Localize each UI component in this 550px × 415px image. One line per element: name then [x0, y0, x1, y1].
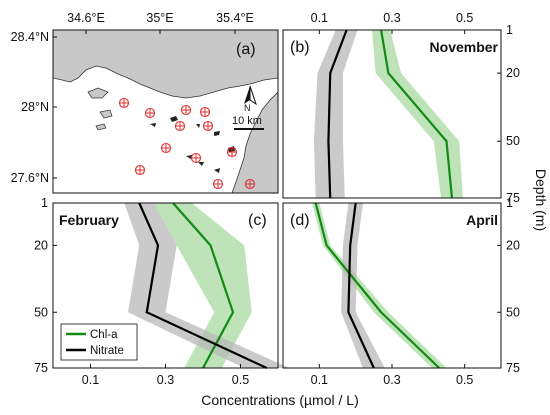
- x-tick-label: 0.1: [311, 11, 328, 25]
- panel-title: April: [466, 212, 498, 228]
- depth-tick-label: 20: [34, 238, 48, 252]
- legend-chl-label: Chl-a: [90, 329, 118, 341]
- chl-line: [172, 202, 235, 369]
- depth-tick-label: 1: [506, 196, 513, 210]
- lon-tick: 34.6°E: [67, 11, 105, 25]
- station-marker-icon: [190, 152, 202, 164]
- map-reef: [150, 123, 156, 127]
- panel-title: November: [430, 39, 499, 55]
- station-marker-icon: [226, 146, 238, 158]
- nitrate-band: [313, 30, 358, 198]
- x-tick-label: 0.3: [157, 373, 174, 387]
- legend-box: [60, 323, 138, 361]
- map-reef: [214, 131, 220, 136]
- lon-tick: 35°E: [146, 11, 173, 25]
- lat-tick: 27.6°N: [11, 171, 49, 185]
- nitrate-line: [327, 29, 348, 199]
- panel-letter: (b): [290, 39, 310, 56]
- map-island: [87, 87, 109, 99]
- chl-band: [154, 203, 252, 368]
- map-reef: [186, 155, 192, 159]
- map-reef: [196, 124, 200, 128]
- x-tick-label: 0.3: [383, 373, 400, 387]
- depth-tick-label: 20: [506, 66, 520, 80]
- depth-tick-label: 75: [506, 191, 520, 205]
- depth-tick-label: 50: [506, 305, 520, 319]
- map-panel: N 10 km (a) 34.6°E 35°E 35.4°E 28.4°N 28…: [11, 11, 279, 194]
- x-tick-label: 0.5: [232, 373, 249, 387]
- panel-letter: (c): [248, 212, 267, 229]
- map-land-coast: [231, 91, 278, 193]
- station-marker-icon: [199, 106, 211, 118]
- station-marker-icon: [160, 142, 172, 154]
- station-marker-icon: [212, 178, 224, 190]
- station-markers: [118, 97, 256, 190]
- panel-letter: (d): [290, 212, 310, 229]
- station-marker-icon: [134, 164, 146, 176]
- depth-tick-label: 1: [41, 196, 48, 210]
- map-reef: [214, 168, 220, 173]
- depth-tick-label: 20: [506, 238, 520, 252]
- chl-line: [380, 29, 454, 199]
- map-reef: [170, 116, 178, 122]
- panel-november: 1 20 50 75 0.1 0.3 0.5 (b) November: [282, 11, 520, 205]
- panel-february: 1 20 50 75 0.1 0.3 0.5 (c) February: [34, 196, 290, 387]
- x-tick-label: 0.1: [82, 373, 99, 387]
- depth-tick-label: 75: [506, 361, 520, 375]
- depth-tick-label: 1: [506, 23, 513, 37]
- scale-label: 10 km: [232, 115, 262, 127]
- x-axis-title: Concentrations (µmol / L): [201, 392, 358, 408]
- station-marker-icon: [202, 120, 214, 132]
- panel-letter-a: (a): [236, 41, 256, 58]
- lat-tick: 28.4°N: [11, 30, 49, 44]
- x-tick-label: 0.5: [456, 373, 473, 387]
- station-marker-icon: [118, 97, 130, 109]
- map-island: [95, 123, 107, 131]
- north-arrow-icon: N: [244, 85, 257, 113]
- station-marker-icon: [244, 178, 256, 190]
- depth-tick-label: 75: [34, 361, 48, 375]
- y-axis-title: Depth (m): [533, 169, 549, 231]
- map-island: [99, 109, 113, 119]
- nitrate-line: [138, 202, 268, 369]
- chl-line: [314, 202, 440, 369]
- x-tick-label: 0.1: [311, 373, 328, 387]
- x-tick-label: 0.5: [456, 11, 473, 25]
- depth-tick-label: 50: [34, 305, 48, 319]
- legend-nitrate-label: Nitrate: [90, 345, 124, 357]
- north-label: N: [244, 103, 251, 113]
- station-marker-icon: [144, 107, 156, 119]
- map-reef: [198, 162, 204, 166]
- depth-tick-label: 50: [506, 134, 520, 148]
- panel-april: 1 20 50 75 0.1 0.3 0.5 (d) April: [282, 196, 520, 387]
- x-tick-label: 0.3: [383, 11, 400, 25]
- scale-bar: 10 km: [232, 115, 264, 130]
- lat-tick: 28°N: [21, 100, 49, 114]
- station-marker-icon: [174, 120, 186, 132]
- station-marker-icon: [180, 104, 192, 116]
- panel-title: February: [59, 212, 119, 228]
- map-frame: [52, 29, 279, 194]
- nitrate-line: [347, 202, 375, 369]
- legend: Chl-a Nitrate: [60, 323, 138, 361]
- nitrate-band: [124, 203, 290, 368]
- lon-tick: 35.4°E: [216, 11, 254, 25]
- nitrate-band: [341, 203, 385, 368]
- map-land-sinai: [53, 30, 278, 99]
- chl-band: [372, 30, 463, 198]
- chl-band: [312, 203, 447, 368]
